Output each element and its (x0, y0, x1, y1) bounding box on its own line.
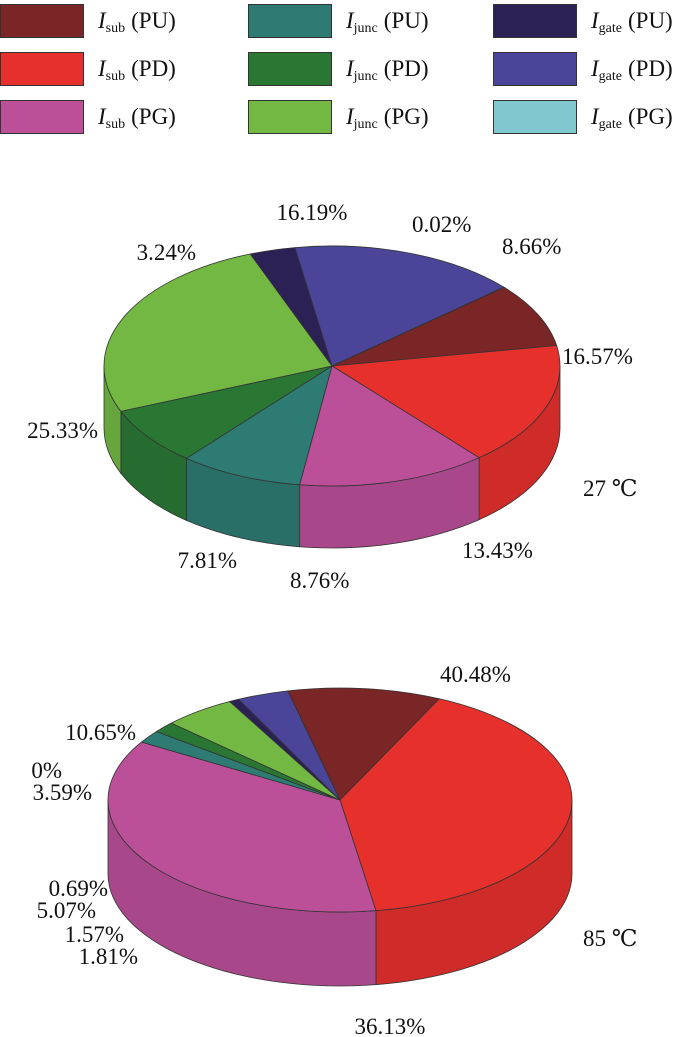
legend-label-igate-pu: Igate (PU) (591, 8, 673, 36)
legend-label-ijunc-pd: Ijunc (PD) (346, 56, 429, 84)
pie1-slice-igate-pg (331, 286, 505, 367)
pie2-label-igate-pu: 0.69% (49, 876, 108, 901)
legend-swatch-igate-pg (493, 100, 577, 134)
legend: Isub (PU) Isub (PD) Isub (PG) Ijunc (PU) Iju… (0, 0, 700, 140)
pie1-label-isub-pg: 13.43% (462, 538, 533, 563)
pie1-label-igate-pu: 3.24% (137, 240, 196, 265)
pie1-label-ijunc-pu: 8.76% (290, 568, 349, 593)
pie2-label-ijunc-pu: 1.81% (79, 944, 138, 969)
pie2-label-ijunc-pg: 5.07% (37, 898, 96, 923)
pie2-label-isub-pu: 10.65% (65, 720, 136, 745)
pie2-label-isub-pd: 40.48% (440, 662, 511, 687)
legend-swatch-igate-pu (493, 4, 577, 38)
pie1-slice-ijunc-pu (185, 365, 333, 486)
pie1-label-isub-pu: 8.66% (502, 234, 561, 259)
pie1-label-igate-pd: 16.19% (277, 200, 348, 225)
pie1-label-ijunc-pd: 7.81% (178, 548, 237, 573)
pie1-label-ijunc-pg: 25.33% (27, 418, 98, 443)
legend-swatch-igate-pd (493, 52, 577, 86)
legend-label-igate-pd: Igate (PD) (591, 56, 673, 84)
legend-label-igate-pg: Igate (PG) (591, 104, 673, 132)
pie1-slice-ijunc-pd (120, 365, 333, 459)
pie2-slice-isub-pg (107, 741, 377, 913)
pie2-label-isub-pg: 36.13% (355, 1014, 426, 1037)
pie2-slice-igate-pd (237, 690, 341, 801)
pie2-slice-igate-pg (287, 690, 341, 801)
legend-swatch-ijunc-pg (248, 100, 332, 134)
legend-swatch-isub-pg (0, 100, 84, 134)
pie2-slice-isub-pu (287, 687, 441, 801)
legend-swatch-ijunc-pd (248, 52, 332, 86)
pie1-temperature-label: 27 ℃ (583, 476, 637, 501)
legend-swatch-isub-pd (0, 52, 84, 86)
legend-label-isub-pg: Isub (PG) (98, 104, 176, 132)
legend-label-isub-pu: Isub (PU) (98, 8, 176, 36)
pie1-slice-isub-pd (330, 345, 561, 459)
pie-chart-27c: 8.66% 16.57% 13.43% 8.76% 7.81% 25.33% 3.24% 16… (27, 200, 637, 593)
legend-label-ijunc-pu: Ijunc (PU) (346, 8, 429, 36)
pie1-slice-igate-pd (294, 245, 505, 367)
pie2-slice-isub-pd (339, 698, 573, 912)
pie2-temperature-label: 85 ℃ (583, 926, 637, 951)
pie1-label-isub-pd: 16.57% (562, 344, 633, 369)
pie1-label-igate-pg: 0.02% (412, 212, 471, 237)
legend-label-isub-pd: Isub (PD) (98, 56, 176, 84)
pie2-label-igate-pd: 3.59% (33, 780, 92, 805)
pie-chart-85c: 10.65% 40.48% 36.13% 1.81%1.57%5.07%0.69% 3.… (31, 662, 637, 1037)
pie2-label-igate-pg: 0% (31, 758, 62, 783)
legend-swatch-ijunc-pu (248, 4, 332, 38)
pie1-slice-isub-pg (299, 365, 480, 487)
legend-label-ijunc-pg: Ijunc (PG) (346, 104, 429, 132)
pie1-slice-ijunc-pg (103, 253, 333, 412)
legend-swatch-isub-pu (0, 4, 84, 38)
pie2-label-ijunc-pd: 1.57% (65, 922, 124, 947)
pie1-slice-isub-pu (331, 286, 558, 367)
